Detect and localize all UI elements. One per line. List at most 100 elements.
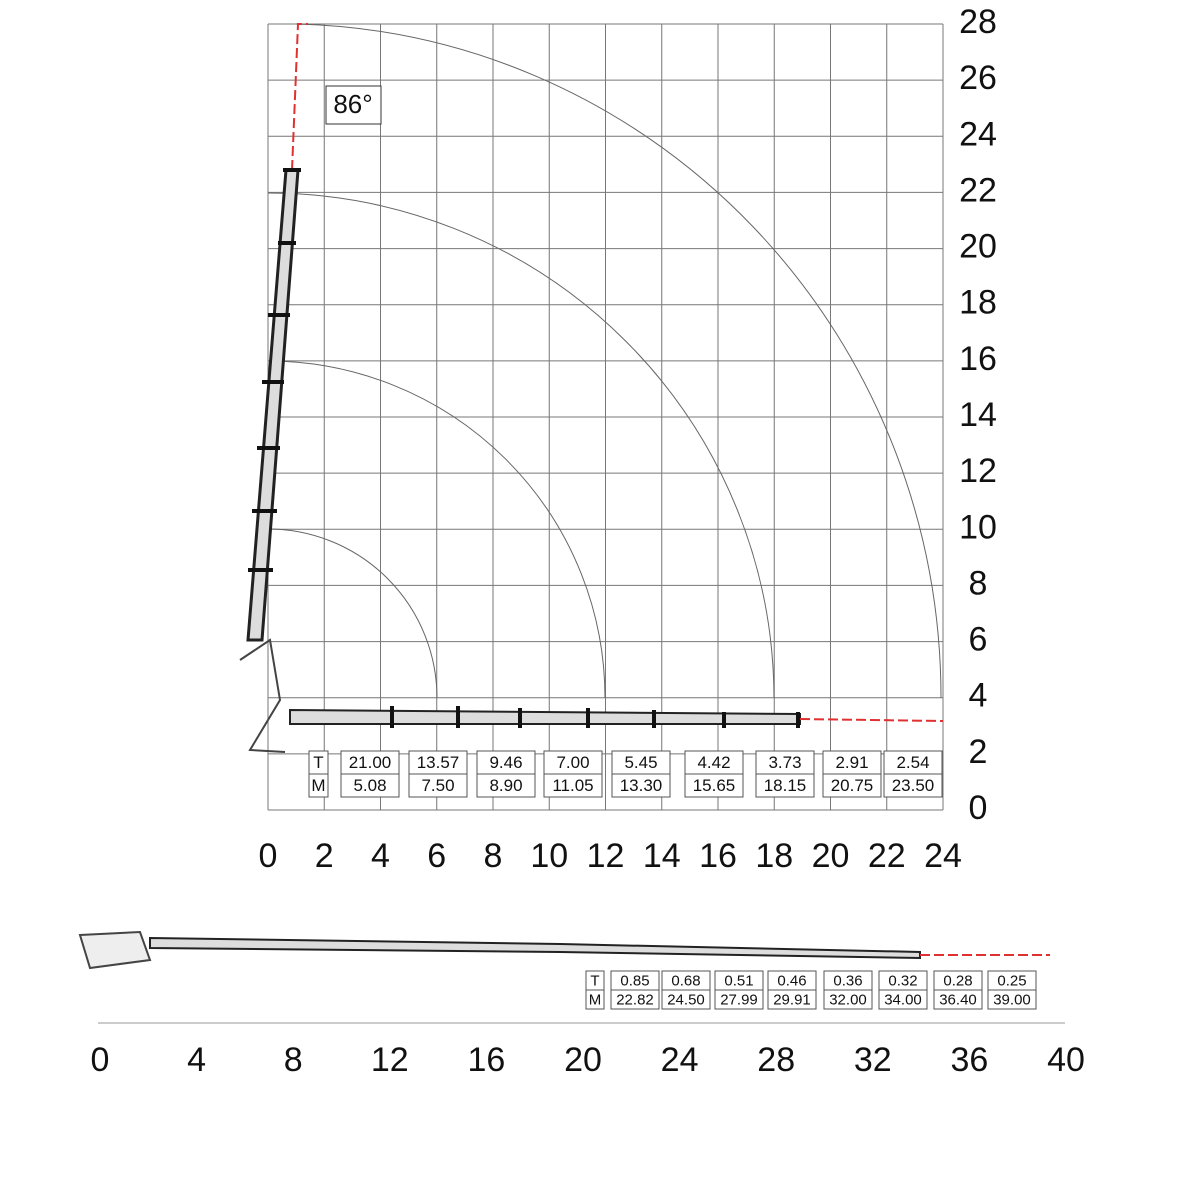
x-tick-label: 22 — [868, 837, 906, 875]
x-tick-label: 24 — [924, 837, 962, 875]
y-tick-label: 14 — [959, 396, 997, 434]
load-value: 27.99 — [720, 991, 758, 1008]
load-value: 36.40 — [939, 991, 977, 1008]
row-label: T — [590, 972, 599, 989]
load-value: 5.45 — [624, 753, 657, 772]
table-cell — [661, 989, 711, 1010]
x-tick-label: 0 — [91, 1041, 110, 1079]
y-tick-label: 4 — [969, 677, 988, 715]
row-label: M — [589, 991, 602, 1008]
jib-extension — [799, 718, 944, 722]
row-label: T — [313, 753, 323, 772]
load-value: 7.00 — [556, 753, 589, 772]
x-tick-label: 40 — [1047, 1041, 1085, 1079]
y-tick-label: 8 — [969, 564, 988, 602]
y-tick-label: 26 — [959, 59, 997, 97]
table-cell — [543, 773, 603, 798]
y-tick-label: 12 — [959, 452, 997, 490]
arc — [295, 23, 942, 699]
load-value: 0.32 — [888, 972, 917, 989]
x-tick-label: 18 — [755, 837, 793, 875]
x-tick-label: 14 — [643, 837, 681, 875]
reach-arcs — [267, 23, 942, 699]
boom-horizontal — [289, 706, 944, 728]
load-value: 24.50 — [667, 991, 705, 1008]
table-cell — [822, 773, 882, 798]
boom-bottom — [78, 930, 1050, 970]
angle-box — [325, 85, 382, 125]
y-tick-label: 2 — [969, 733, 988, 771]
load-value: 0.28 — [943, 972, 972, 989]
load-value: 0.85 — [620, 972, 649, 989]
y-tick-label: 16 — [959, 340, 997, 378]
x-tick-label: 2 — [315, 837, 334, 875]
load-value: 20.75 — [831, 776, 874, 795]
table-cell — [987, 989, 1037, 1010]
load-value: 9.46 — [489, 753, 522, 772]
x-tick-label: 4 — [187, 1041, 206, 1079]
load-value: 5.08 — [353, 776, 386, 795]
table-cell — [308, 773, 329, 798]
arc — [267, 192, 775, 699]
x-tick-label: 20 — [564, 1041, 602, 1079]
load-value: 13.30 — [620, 776, 663, 795]
x-tick-label: 16 — [467, 1041, 505, 1079]
y-tick-label: 6 — [969, 621, 988, 659]
load-value: 21.00 — [349, 753, 392, 772]
boom-joints — [248, 168, 301, 572]
y-tick-label: 22 — [959, 171, 997, 209]
table-cell — [883, 773, 943, 798]
y-tick-label: 24 — [959, 115, 997, 153]
table-cell — [755, 773, 815, 798]
table-cell — [340, 773, 400, 798]
load-value: 0.25 — [997, 972, 1026, 989]
x-tick-label: 10 — [530, 837, 568, 875]
load-value: 32.00 — [829, 991, 867, 1008]
x-tick-label: 32 — [854, 1041, 892, 1079]
table-cell — [823, 989, 873, 1010]
x-tick-label: 12 — [371, 1041, 409, 1079]
load-value: 4.42 — [697, 753, 730, 772]
load-value: 34.00 — [884, 991, 922, 1008]
x-tick-label: 36 — [950, 1041, 988, 1079]
load-value: 29.91 — [773, 991, 811, 1008]
y-tick-label: 10 — [959, 508, 997, 546]
load-value: 2.54 — [896, 753, 929, 772]
crane-base — [239, 638, 286, 753]
y-tick-label: 20 — [959, 228, 997, 266]
table-cell — [408, 773, 468, 798]
table-cell — [684, 773, 744, 798]
boom-vertical — [239, 23, 308, 753]
load-value: 0.51 — [724, 972, 753, 989]
y-tick-label: 18 — [959, 284, 997, 322]
load-value: 13.57 — [417, 753, 460, 772]
load-value: 3.73 — [768, 753, 801, 772]
load-value: 0.36 — [833, 972, 862, 989]
x-tick-label: 20 — [812, 837, 850, 875]
load-value: 18.15 — [764, 776, 807, 795]
x-tick-label: 12 — [587, 837, 625, 875]
load-value: 0.68 — [671, 972, 700, 989]
load-value: 15.65 — [693, 776, 736, 795]
table-cell — [767, 989, 817, 1010]
angle-label: 86° — [333, 89, 372, 119]
boom-section — [149, 936, 921, 960]
y-tick-label: 0 — [969, 789, 988, 827]
row-label: M — [311, 776, 325, 795]
load-value: 8.90 — [489, 776, 522, 795]
x-tick-label: 8 — [284, 1041, 303, 1079]
table-cell — [476, 773, 536, 798]
load-value: 7.50 — [421, 776, 454, 795]
table-cell — [585, 989, 605, 1010]
x-tick-label: 16 — [699, 837, 737, 875]
x-tick-label: 0 — [259, 837, 278, 875]
table-cell — [714, 989, 764, 1010]
arc — [267, 528, 438, 699]
load-value: 39.00 — [993, 991, 1031, 1008]
x-tick-label: 8 — [484, 837, 503, 875]
table-cell — [878, 989, 928, 1010]
arc — [267, 360, 606, 699]
load-value: 22.82 — [616, 991, 654, 1008]
x-tick-label: 28 — [757, 1041, 795, 1079]
